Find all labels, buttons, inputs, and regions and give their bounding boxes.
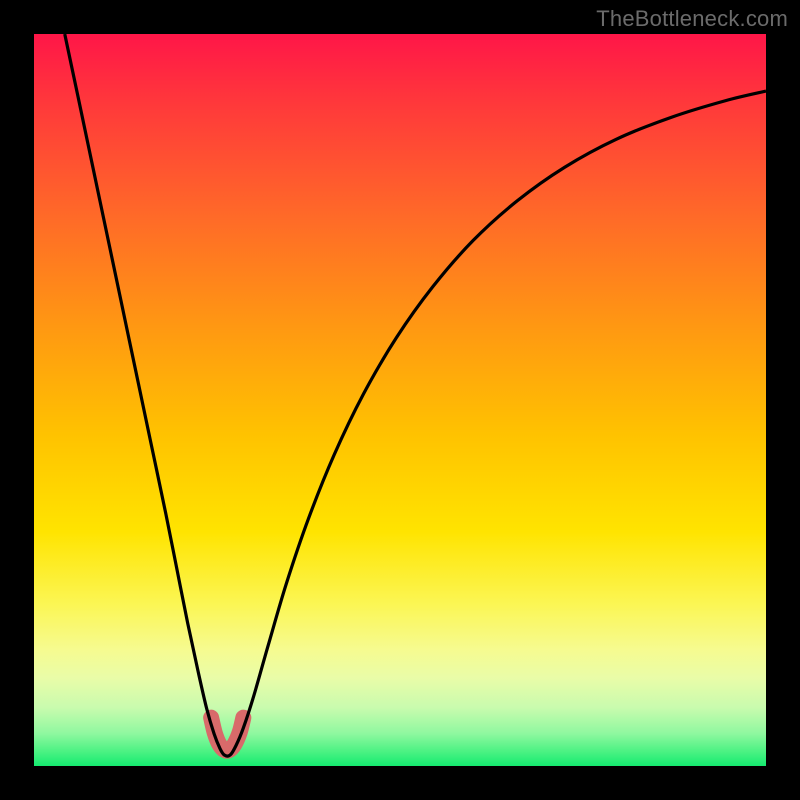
- highlight-marker: [211, 718, 243, 751]
- chart-frame: TheBottleneck.com: [0, 0, 800, 800]
- watermark-label: TheBottleneck.com: [596, 6, 788, 32]
- bottleneck-curve: [65, 34, 766, 756]
- curve-layer: [34, 34, 766, 766]
- plot-area: [34, 34, 766, 766]
